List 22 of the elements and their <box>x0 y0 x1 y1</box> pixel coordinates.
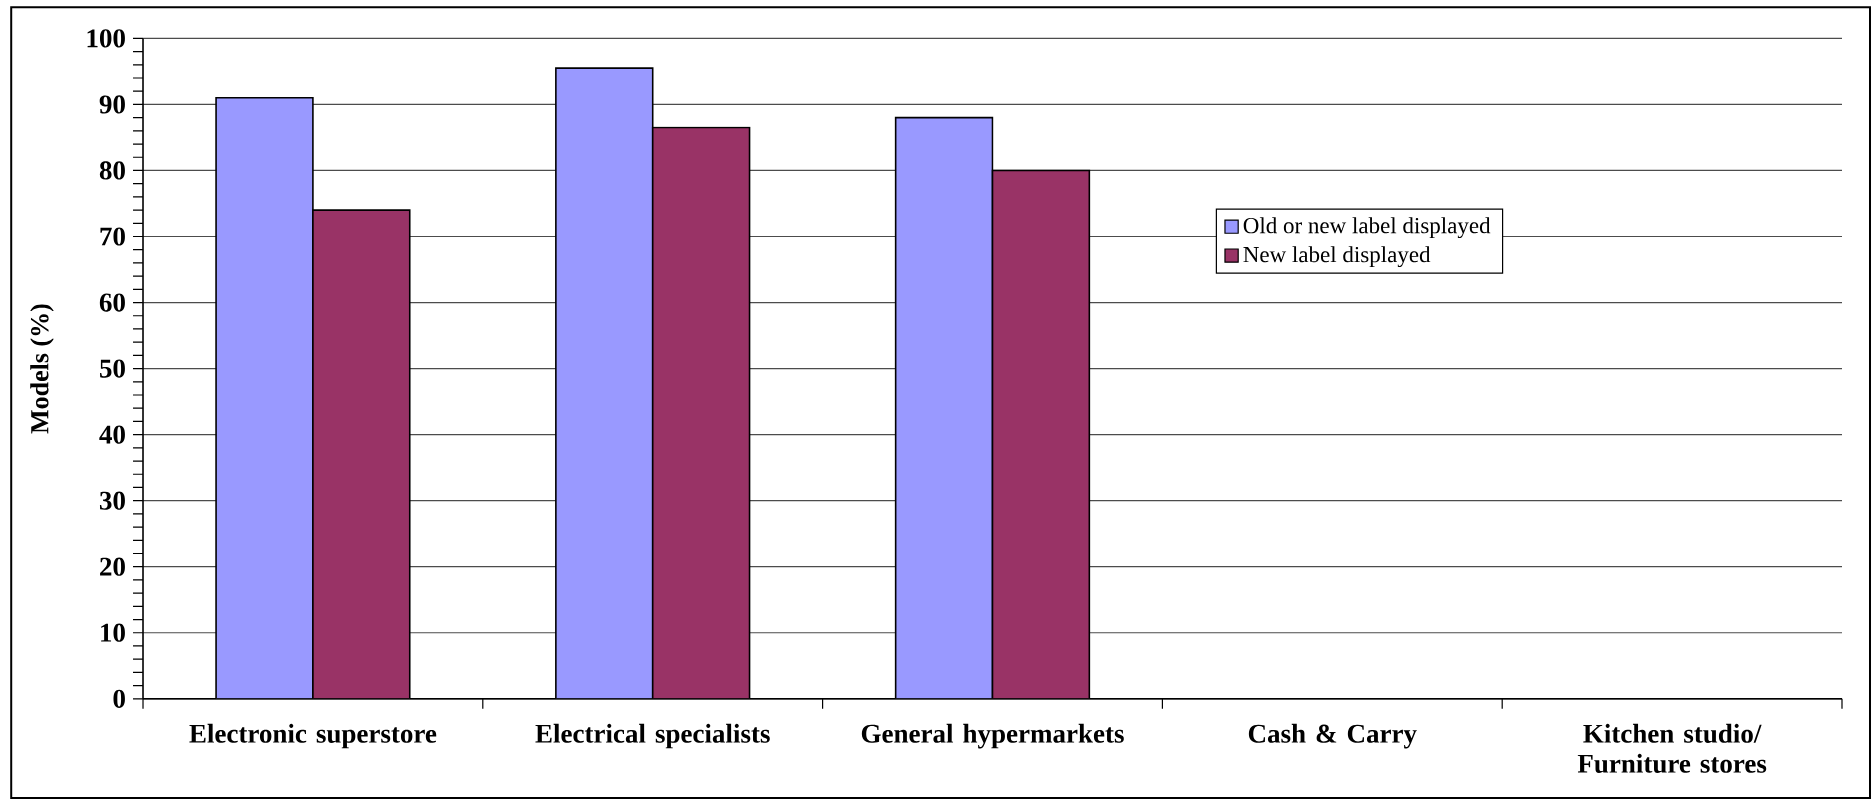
y-tick-label: 60 <box>99 293 125 312</box>
y-tick-label: 70 <box>100 227 125 246</box>
bar <box>652 127 750 699</box>
x-tick-label: Electronic superstore <box>189 723 437 749</box>
y-tick-label: 30 <box>99 491 125 510</box>
y-tick-label: 80 <box>99 161 125 180</box>
y-tick-label: 0 <box>113 689 125 708</box>
y-axis-title: Models (%) <box>30 304 54 434</box>
legend-label: New label displayed <box>1243 246 1431 268</box>
x-tick-label: General hypermarkets <box>861 723 1124 749</box>
y-tick-label: 40 <box>99 425 125 444</box>
y-tick-label: 10 <box>101 623 125 642</box>
legend-label: Old or new label displayed <box>1243 217 1491 239</box>
x-tick-label: Kitchen studio/ Furniture stores <box>1577 723 1767 773</box>
bar <box>312 210 410 699</box>
bar <box>991 169 1091 699</box>
y-tick-label: 100 <box>87 29 125 48</box>
y-tick-label: 20 <box>100 557 125 576</box>
y-tick-label: 90 <box>99 95 125 114</box>
x-tick-label: Electrical specialists <box>535 723 770 749</box>
x-tick-label: Cash & Carry <box>1248 723 1417 749</box>
y-tick-label: 50 <box>100 359 125 378</box>
